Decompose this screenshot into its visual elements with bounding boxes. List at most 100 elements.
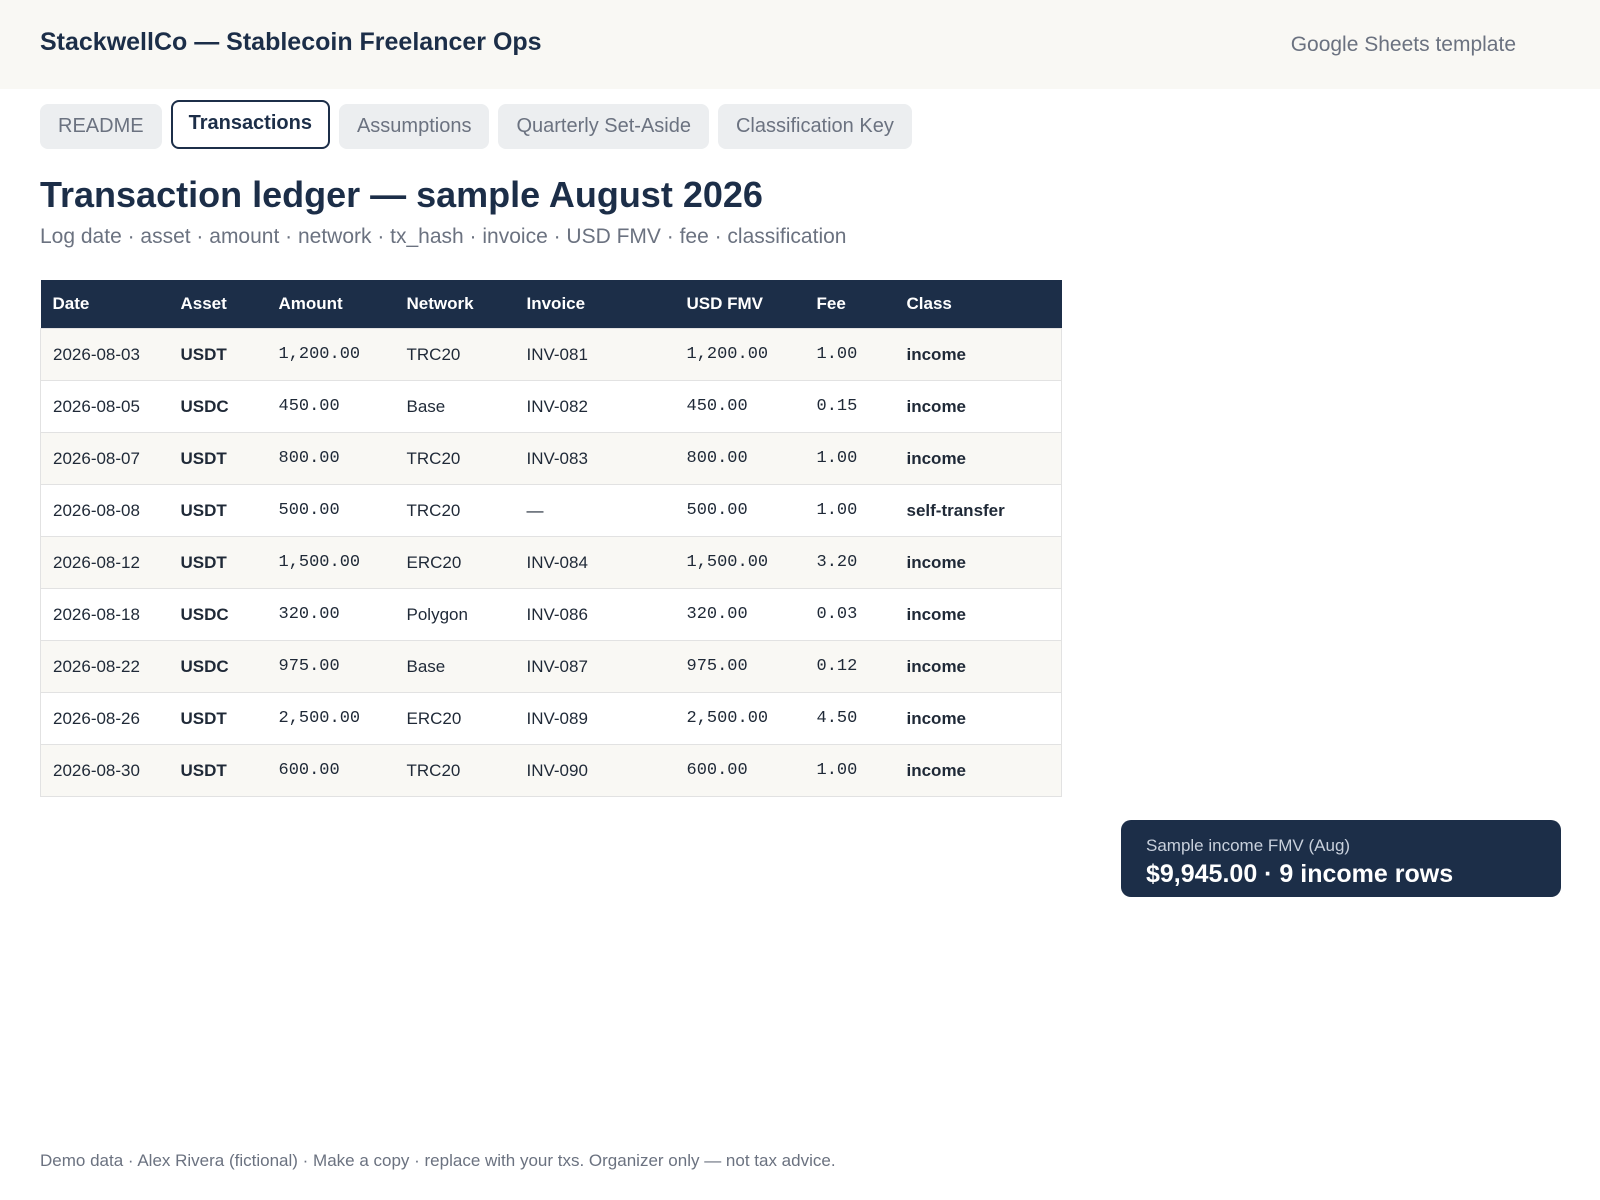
- cell-date[interactable]: 2026-08-05: [40, 380, 169, 433]
- table-row[interactable]: 2026-08-05 USDC 450.00 Base INV-082 450.…: [40, 380, 1062, 433]
- tab-quarterly-set-aside[interactable]: Quarterly Set-Aside: [498, 104, 709, 149]
- cell-invoice[interactable]: INV-089: [514, 692, 675, 745]
- cell-network[interactable]: TRC20: [394, 484, 515, 537]
- cell-amount[interactable]: 320.00: [266, 588, 395, 641]
- tab-assumptions[interactable]: Assumptions: [338, 104, 490, 149]
- table-row[interactable]: 2026-08-26 USDT 2,500.00 ERC20 INV-089 2…: [40, 692, 1062, 745]
- cell-invoice[interactable]: INV-086: [514, 588, 675, 641]
- column-header-class[interactable]: Class: [894, 280, 1062, 329]
- page-title: Transaction ledger — sample August 2026: [40, 174, 763, 215]
- cell-invoice[interactable]: INV-081: [514, 328, 675, 381]
- column-header-network[interactable]: Network: [394, 280, 515, 329]
- cell-fee[interactable]: 3.20: [804, 536, 895, 589]
- tab-transactions[interactable]: Transactions: [170, 100, 330, 149]
- cell-usd-fmv[interactable]: 450.00: [674, 380, 805, 433]
- sheet-tabs: README Transactions Assumptions Quarterl…: [40, 100, 912, 149]
- table-row[interactable]: 2026-08-18 USDC 320.00 Polygon INV-086 3…: [40, 588, 1062, 641]
- cell-amount[interactable]: 600.00: [266, 744, 395, 797]
- cell-class[interactable]: income: [894, 432, 1062, 485]
- cell-invoice[interactable]: INV-082: [514, 380, 675, 433]
- cell-fee[interactable]: 0.03: [804, 588, 895, 641]
- cell-asset[interactable]: USDT: [168, 692, 267, 745]
- cell-date[interactable]: 2026-08-22: [40, 640, 169, 693]
- cell-usd-fmv[interactable]: 320.00: [674, 588, 805, 641]
- cell-date[interactable]: 2026-08-03: [40, 328, 169, 381]
- cell-amount[interactable]: 975.00: [266, 640, 395, 693]
- cell-date[interactable]: 2026-08-18: [40, 588, 169, 641]
- cell-date[interactable]: 2026-08-07: [40, 432, 169, 485]
- cell-asset[interactable]: USDC: [168, 640, 267, 693]
- cell-network[interactable]: ERC20: [394, 536, 515, 589]
- cell-asset[interactable]: USDT: [168, 536, 267, 589]
- cell-class[interactable]: income: [894, 744, 1062, 797]
- cell-network[interactable]: Base: [394, 380, 515, 433]
- cell-fee[interactable]: 1.00: [804, 484, 895, 537]
- table-row[interactable]: 2026-08-07 USDT 800.00 TRC20 INV-083 800…: [40, 432, 1062, 485]
- app-header: StackwellCo — Stablecoin Freelancer Ops …: [0, 0, 1600, 89]
- cell-class[interactable]: income: [894, 692, 1062, 745]
- cell-invoice[interactable]: INV-087: [514, 640, 675, 693]
- cell-amount[interactable]: 2,500.00: [266, 692, 395, 745]
- cell-date[interactable]: 2026-08-30: [40, 744, 169, 797]
- column-header-usd-fmv[interactable]: USD FMV: [674, 280, 805, 329]
- cell-date[interactable]: 2026-08-08: [40, 484, 169, 537]
- cell-amount[interactable]: 1,500.00: [266, 536, 395, 589]
- cell-asset[interactable]: USDT: [168, 432, 267, 485]
- cell-invoice[interactable]: INV-090: [514, 744, 675, 797]
- cell-date[interactable]: 2026-08-12: [40, 536, 169, 589]
- cell-fee[interactable]: 4.50: [804, 692, 895, 745]
- cell-class[interactable]: income: [894, 536, 1062, 589]
- column-header-amount[interactable]: Amount: [266, 280, 395, 329]
- cell-network[interactable]: TRC20: [394, 744, 515, 797]
- column-header-asset[interactable]: Asset: [168, 280, 267, 329]
- tab-readme[interactable]: README: [40, 104, 162, 149]
- cell-usd-fmv[interactable]: 1,200.00: [674, 328, 805, 381]
- income-summary-card: Sample income FMV (Aug) $9,945.00 · 9 in…: [1121, 820, 1561, 897]
- cell-class[interactable]: income: [894, 640, 1062, 693]
- footer-note: Demo data · Alex Rivera (fictional) · Ma…: [40, 1151, 836, 1170]
- cell-asset[interactable]: USDC: [168, 380, 267, 433]
- cell-asset[interactable]: USDT: [168, 484, 267, 537]
- table-row[interactable]: 2026-08-03 USDT 1,200.00 TRC20 INV-081 1…: [40, 328, 1062, 381]
- cell-network[interactable]: Polygon: [394, 588, 515, 641]
- column-header-fee[interactable]: Fee: [804, 280, 895, 329]
- cell-network[interactable]: TRC20: [394, 432, 515, 485]
- cell-amount[interactable]: 800.00: [266, 432, 395, 485]
- cell-usd-fmv[interactable]: 800.00: [674, 432, 805, 485]
- cell-asset[interactable]: USDT: [168, 744, 267, 797]
- cell-usd-fmv[interactable]: 1,500.00: [674, 536, 805, 589]
- cell-invoice[interactable]: INV-084: [514, 536, 675, 589]
- cell-usd-fmv[interactable]: 975.00: [674, 640, 805, 693]
- cell-fee[interactable]: 0.15: [804, 380, 895, 433]
- cell-asset[interactable]: USDC: [168, 588, 267, 641]
- tab-classification-key[interactable]: Classification Key: [717, 104, 912, 149]
- cell-usd-fmv[interactable]: 500.00: [674, 484, 805, 537]
- column-header-date[interactable]: Date: [40, 280, 169, 329]
- table-row[interactable]: 2026-08-08 USDT 500.00 TRC20 — 500.00 1.…: [40, 484, 1062, 537]
- cell-fee[interactable]: 1.00: [804, 432, 895, 485]
- table-row[interactable]: 2026-08-22 USDC 975.00 Base INV-087 975.…: [40, 640, 1062, 693]
- cell-amount[interactable]: 450.00: [266, 380, 395, 433]
- cell-fee[interactable]: 1.00: [804, 744, 895, 797]
- cell-fee[interactable]: 0.12: [804, 640, 895, 693]
- cell-invoice[interactable]: —: [514, 484, 675, 537]
- cell-asset[interactable]: USDT: [168, 328, 267, 381]
- cell-class[interactable]: income: [894, 588, 1062, 641]
- template-label: Google Sheets template: [1290, 33, 1516, 56]
- cell-class[interactable]: income: [894, 380, 1062, 433]
- cell-usd-fmv[interactable]: 2,500.00: [674, 692, 805, 745]
- cell-invoice[interactable]: INV-083: [514, 432, 675, 485]
- table-row[interactable]: 2026-08-30 USDT 600.00 TRC20 INV-090 600…: [40, 744, 1062, 797]
- cell-class[interactable]: self-transfer: [894, 484, 1062, 537]
- cell-date[interactable]: 2026-08-26: [40, 692, 169, 745]
- cell-amount[interactable]: 500.00: [266, 484, 395, 537]
- cell-network[interactable]: ERC20: [394, 692, 515, 745]
- column-header-invoice[interactable]: Invoice: [514, 280, 675, 329]
- table-row[interactable]: 2026-08-12 USDT 1,500.00 ERC20 INV-084 1…: [40, 536, 1062, 589]
- cell-class[interactable]: income: [894, 328, 1062, 381]
- cell-network[interactable]: TRC20: [394, 328, 515, 381]
- cell-network[interactable]: Base: [394, 640, 515, 693]
- cell-amount[interactable]: 1,200.00: [266, 328, 395, 381]
- cell-fee[interactable]: 1.00: [804, 328, 895, 381]
- cell-usd-fmv[interactable]: 600.00: [674, 744, 805, 797]
